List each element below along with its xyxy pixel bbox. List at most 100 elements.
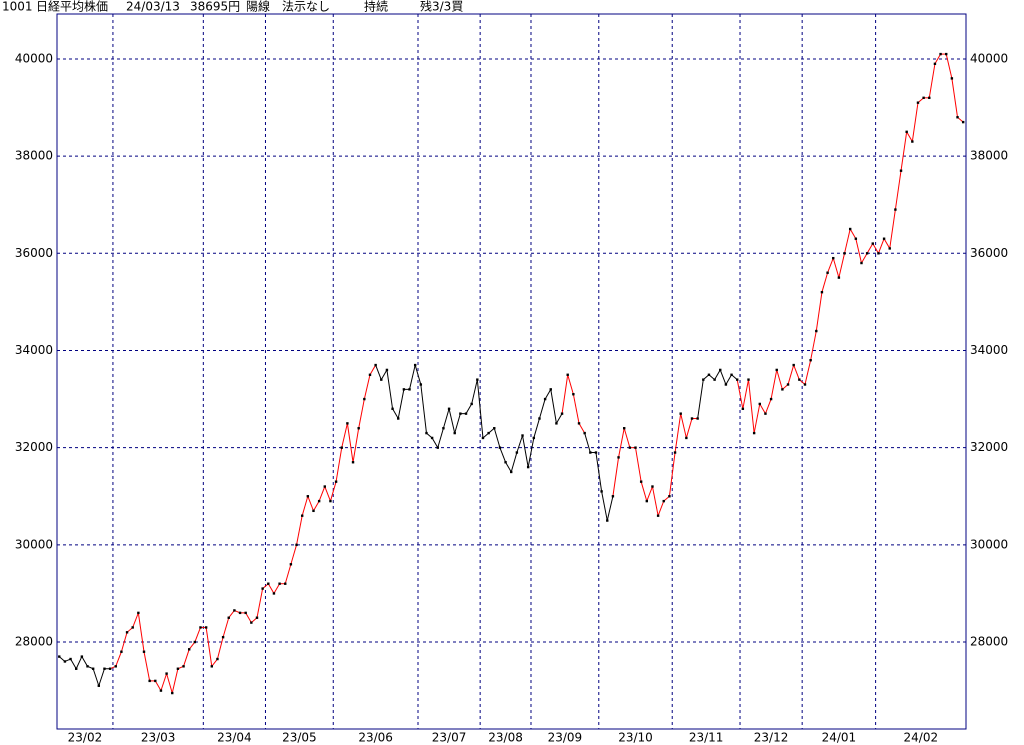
point bbox=[606, 519, 609, 522]
point bbox=[662, 499, 665, 503]
line-segment bbox=[346, 423, 354, 463]
y2-tick-label: 34000 bbox=[970, 343, 1008, 357]
point bbox=[956, 116, 959, 119]
point bbox=[470, 402, 473, 406]
line-segment bbox=[510, 452, 518, 473]
line-segment bbox=[81, 656, 88, 667]
point bbox=[154, 679, 157, 683]
point bbox=[526, 465, 530, 469]
point bbox=[639, 480, 643, 483]
point bbox=[476, 378, 479, 381]
point bbox=[617, 456, 620, 459]
y2-tick-label: 30000 bbox=[970, 537, 1008, 551]
line-segment bbox=[392, 408, 399, 419]
line-segment bbox=[612, 457, 620, 497]
point bbox=[357, 427, 360, 430]
point bbox=[826, 271, 829, 274]
line-segment bbox=[273, 583, 281, 594]
point bbox=[764, 412, 767, 415]
point bbox=[176, 667, 180, 670]
point bbox=[137, 611, 140, 615]
line-segment bbox=[527, 437, 535, 468]
line-segment bbox=[115, 651, 122, 667]
point bbox=[103, 667, 106, 670]
line-segment bbox=[296, 515, 303, 545]
point bbox=[730, 373, 733, 376]
line-segment bbox=[352, 428, 360, 463]
point bbox=[498, 446, 502, 449]
line-segment bbox=[194, 627, 201, 643]
line-segment bbox=[911, 102, 919, 142]
point bbox=[702, 378, 705, 381]
line-segment bbox=[849, 228, 857, 239]
x-tick-label: 23/03 bbox=[141, 731, 176, 745]
point bbox=[289, 563, 293, 566]
line-segment bbox=[844, 228, 851, 254]
point bbox=[922, 96, 925, 100]
line-segment bbox=[861, 253, 868, 264]
x-tick-label: 23/06 bbox=[358, 731, 393, 745]
y-tick-label: 28000 bbox=[15, 635, 53, 649]
line-segment bbox=[770, 369, 778, 400]
point bbox=[120, 650, 123, 653]
point bbox=[131, 626, 134, 629]
line-segment bbox=[454, 413, 461, 434]
line-segment bbox=[499, 447, 507, 463]
point bbox=[566, 373, 569, 376]
point bbox=[165, 672, 168, 675]
point bbox=[210, 665, 213, 668]
point bbox=[696, 417, 699, 420]
point bbox=[589, 451, 592, 454]
line-segment bbox=[290, 544, 298, 565]
point bbox=[171, 691, 174, 695]
line-segment bbox=[538, 398, 546, 419]
point bbox=[933, 62, 937, 66]
point bbox=[916, 101, 920, 104]
x-tick-label: 23/11 bbox=[689, 731, 724, 745]
x-tick-label: 24/02 bbox=[904, 731, 939, 745]
point bbox=[803, 383, 807, 386]
line-segment bbox=[301, 496, 309, 516]
line-segment bbox=[267, 583, 275, 594]
y2-tick-label: 36000 bbox=[970, 246, 1008, 260]
line-segment bbox=[572, 394, 580, 424]
line-segment bbox=[420, 384, 427, 434]
line-segment bbox=[313, 500, 320, 512]
point bbox=[159, 689, 163, 692]
line-segment bbox=[815, 292, 823, 332]
line-segment bbox=[358, 398, 365, 429]
point bbox=[182, 665, 185, 668]
status: 持続 bbox=[364, 0, 388, 14]
point bbox=[521, 434, 524, 437]
line-segment bbox=[211, 658, 218, 667]
line-segment bbox=[256, 588, 264, 618]
line-segment bbox=[646, 486, 653, 502]
y-tick-label: 30000 bbox=[15, 537, 53, 551]
line-segment bbox=[793, 364, 800, 380]
line-segment bbox=[584, 432, 591, 453]
line-segment bbox=[92, 668, 100, 686]
point bbox=[199, 626, 202, 629]
line-segment bbox=[623, 428, 631, 448]
point bbox=[267, 582, 270, 585]
line-segment bbox=[437, 428, 444, 448]
point bbox=[329, 499, 332, 503]
line-segment bbox=[183, 649, 190, 667]
point bbox=[837, 276, 841, 279]
line-segment bbox=[335, 447, 343, 482]
point bbox=[419, 383, 423, 386]
point bbox=[798, 378, 801, 381]
line-segment bbox=[397, 389, 405, 419]
point bbox=[656, 514, 660, 517]
point bbox=[860, 261, 863, 265]
point bbox=[752, 431, 756, 435]
point bbox=[786, 383, 790, 386]
line-segment bbox=[228, 610, 235, 619]
point bbox=[583, 431, 586, 435]
line-segment bbox=[601, 491, 608, 521]
line-segment bbox=[245, 612, 252, 623]
point bbox=[865, 252, 869, 255]
point bbox=[707, 373, 711, 376]
point bbox=[504, 461, 507, 464]
